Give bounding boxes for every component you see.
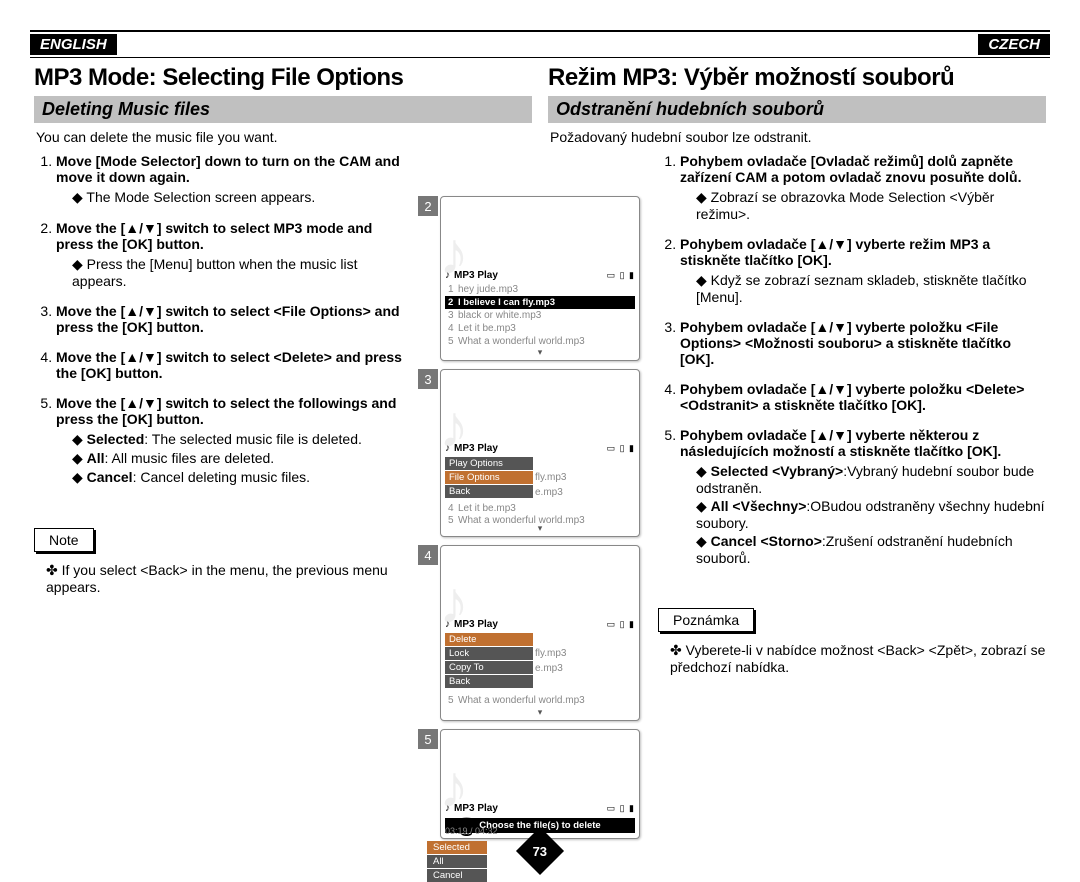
delete-option: Cancel <box>427 869 487 882</box>
opt-item: Cancel: Cancel deleting music files. <box>72 469 412 486</box>
title-left: MP3 Mode: Selecting File Options <box>34 64 532 92</box>
lcd-step-number: 3 <box>418 369 438 389</box>
opt-item: All <Všechny>:OBudou odstraněny všechny … <box>696 498 1046 531</box>
lang-tab-czech: CZECH <box>978 34 1050 55</box>
note-box-left: Note <box>34 528 94 552</box>
subtitle-right: Odstranění hudebních souborů <box>548 96 1046 123</box>
bg-text: fly.mp3 <box>535 472 567 483</box>
steps-left: Move [Mode Selector] down to turn on the… <box>34 153 412 486</box>
lcd-screen-5: ♪ ♪ MP3 Play ▭ ▯ ▮ Choose the file(s) to… <box>440 729 640 839</box>
lcd-step-number: 5 <box>418 729 438 749</box>
down-arrow-icon: ▾ <box>445 708 635 716</box>
lcd-step-number: 4 <box>418 545 438 565</box>
step-bullet: Zobrazí se obrazovka Mode Selection <Výb… <box>696 189 1046 222</box>
step-title: Pohybem ovladače [▲/▼] vyberte položku <… <box>680 381 1024 413</box>
list-item: 2I believe I can fly.mp3 <box>445 296 635 309</box>
intro-left: You can delete the music file you want. <box>36 129 532 145</box>
note-icon: ♪ <box>445 270 450 281</box>
lcd-title: MP3 Play <box>454 270 498 281</box>
note-icon: ♪ <box>445 619 450 630</box>
opt-item: Selected: The selected music file is del… <box>72 431 412 448</box>
lang-tab-english: ENGLISH <box>30 34 117 55</box>
step-title: Move the [▲/▼] switch to select <File Op… <box>56 303 400 335</box>
opt-item: Selected <Vybraný>:Vybraný hudební soubo… <box>696 463 1046 496</box>
lcd-screen-4: ♪ ♪ MP3 Play ▭ ▯ ▮ Delete Lock Copy To B… <box>440 545 640 721</box>
delete-option: Selected <box>427 841 487 854</box>
step-title: Move the [▲/▼] switch to select MP3 mode… <box>56 220 372 252</box>
menu-item: Delete <box>445 633 533 646</box>
list-item: 3black or white.mp3 <box>445 309 635 322</box>
step-bullet: Když se zobrazí seznam skladeb, stisknět… <box>696 272 1046 305</box>
bg-text: e.mp3 <box>535 487 563 498</box>
step-bullet: Press the [Menu] button when the music l… <box>72 256 412 289</box>
lcd-title: MP3 Play <box>454 619 498 630</box>
down-arrow-icon: ▾ <box>445 524 635 532</box>
down-arrow-icon: ▾ <box>445 348 635 356</box>
menu-item: Copy To <box>445 661 533 674</box>
step-title: Pohybem ovladače [▲/▼] vyberte režim MP3… <box>680 236 990 268</box>
note-text-right: Vyberete-li v nabídce možnost <Back> <Zp… <box>670 642 1046 675</box>
list-item: 5What a wonderful world.mp3 <box>445 694 641 707</box>
lcd-step-number: 2 <box>418 196 438 216</box>
note-text-left: If you select <Back> in the menu, the pr… <box>46 562 412 595</box>
step-title: Pohybem ovladače [▲/▼] vyberte položku <… <box>680 319 1011 367</box>
list-item: 1hey jude.mp3 <box>445 283 635 296</box>
intro-right: Požadovaný hudební soubor lze odstranit. <box>550 129 1046 145</box>
note-box-right: Poznámka <box>658 608 754 632</box>
lcd-title: MP3 Play <box>454 443 498 454</box>
menu-item: Back <box>445 675 533 688</box>
lcd-screen-2: ♪ ♪ MP3 Play ▭ ▯ ▮ 1hey jude.mp3 2I beli… <box>440 196 640 361</box>
status-icons: ▭ ▯ ▮ <box>607 443 635 454</box>
note-icon: ♪ <box>445 443 450 454</box>
lcd-screen-3: ♪ ♪ MP3 Play ▭ ▯ ▮ Play Options File Opt… <box>440 369 640 537</box>
list-item: 4Let it be.mp3 <box>445 322 635 335</box>
status-icons: ▭ ▯ ▮ <box>607 270 635 281</box>
step-title: Move the [▲/▼] switch to select the foll… <box>56 395 396 427</box>
time-readout: 03:19 / 04:32 <box>445 826 498 836</box>
delete-option: All <box>427 855 487 868</box>
opt-item: Cancel <Storno>:Zrušení odstranění hudeb… <box>696 533 1046 566</box>
step-title: Move [Mode Selector] down to turn on the… <box>56 153 400 185</box>
menu-item: File Options <box>445 471 533 484</box>
menu-item: Back <box>445 485 533 498</box>
steps-right: Pohybem ovladače [Ovladač režimů] dolů z… <box>658 153 1046 566</box>
bg-text: e.mp3 <box>535 663 563 674</box>
step-bullet: The Mode Selection screen appears. <box>72 189 412 206</box>
subtitle-left: Deleting Music files <box>34 96 532 123</box>
status-icons: ▭ ▯ ▮ <box>607 619 635 630</box>
lcd-column: 2 ♪ ♪ MP3 Play ▭ ▯ ▮ 1hey jude.mp3 2I be… <box>440 196 640 847</box>
step-title: Pohybem ovladače [▲/▼] vyberte některou … <box>680 427 1001 459</box>
opt-item: All: All music files are deleted. <box>72 450 412 467</box>
step-title: Move the [▲/▼] switch to select <Delete>… <box>56 349 402 381</box>
step-title: Pohybem ovladače [Ovladač režimů] dolů z… <box>680 153 1021 185</box>
title-right: Režim MP3: Výběr možností souborů <box>548 64 1046 92</box>
menu-item: Lock <box>445 647 533 660</box>
bg-text: fly.mp3 <box>535 648 567 659</box>
note-icon: ♪ <box>445 803 450 814</box>
page-number: 73 <box>523 834 557 868</box>
menu-item: Play Options <box>445 457 533 470</box>
lcd-title: MP3 Play <box>454 803 498 814</box>
status-icons: ▭ ▯ ▮ <box>607 803 635 814</box>
